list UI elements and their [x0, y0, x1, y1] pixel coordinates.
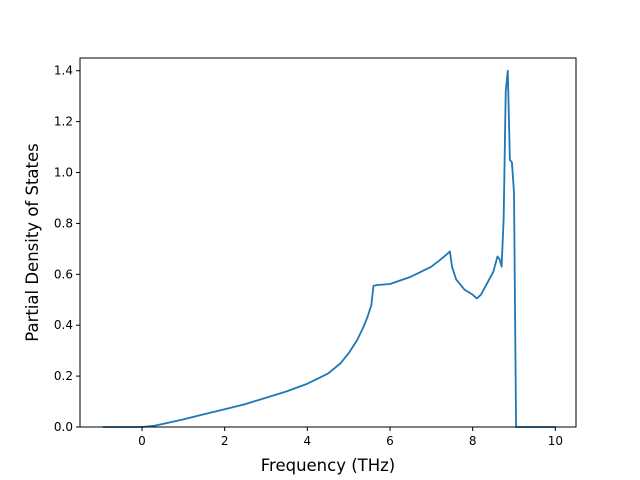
y-tick-label: 0.0 — [54, 420, 73, 434]
x-tick-label: 6 — [386, 434, 394, 448]
x-tick-label: 4 — [304, 434, 312, 448]
plot-frame — [79, 57, 577, 428]
y-tick-label: 1.0 — [54, 166, 73, 180]
ticks-layer: 0 2 4 6 8 10 0.0 0.2 0.4 0.6 0.8 1.0 1.2 1.4 — [54, 64, 563, 448]
series-line — [102, 69, 556, 428]
y-tick-label: 1.4 — [54, 64, 73, 78]
x-tick-label: 10 — [548, 434, 563, 448]
x-axis-label: Frequency (THz) — [261, 456, 396, 475]
data-layer — [102, 69, 556, 428]
x-tick-label: 2 — [221, 434, 229, 448]
y-tick-label: 0.6 — [54, 267, 73, 281]
y-tick-label: 1.2 — [54, 115, 73, 129]
x-tick-label: 0 — [138, 434, 146, 448]
y-tick-label: 0.4 — [54, 318, 73, 332]
y-axis-label: Partial Density of States — [23, 143, 42, 342]
y-tick-label: 0.8 — [54, 216, 73, 230]
plot-background — [80, 58, 576, 427]
x-tick-label: 8 — [469, 434, 477, 448]
y-tick-label: 0.2 — [54, 369, 73, 383]
